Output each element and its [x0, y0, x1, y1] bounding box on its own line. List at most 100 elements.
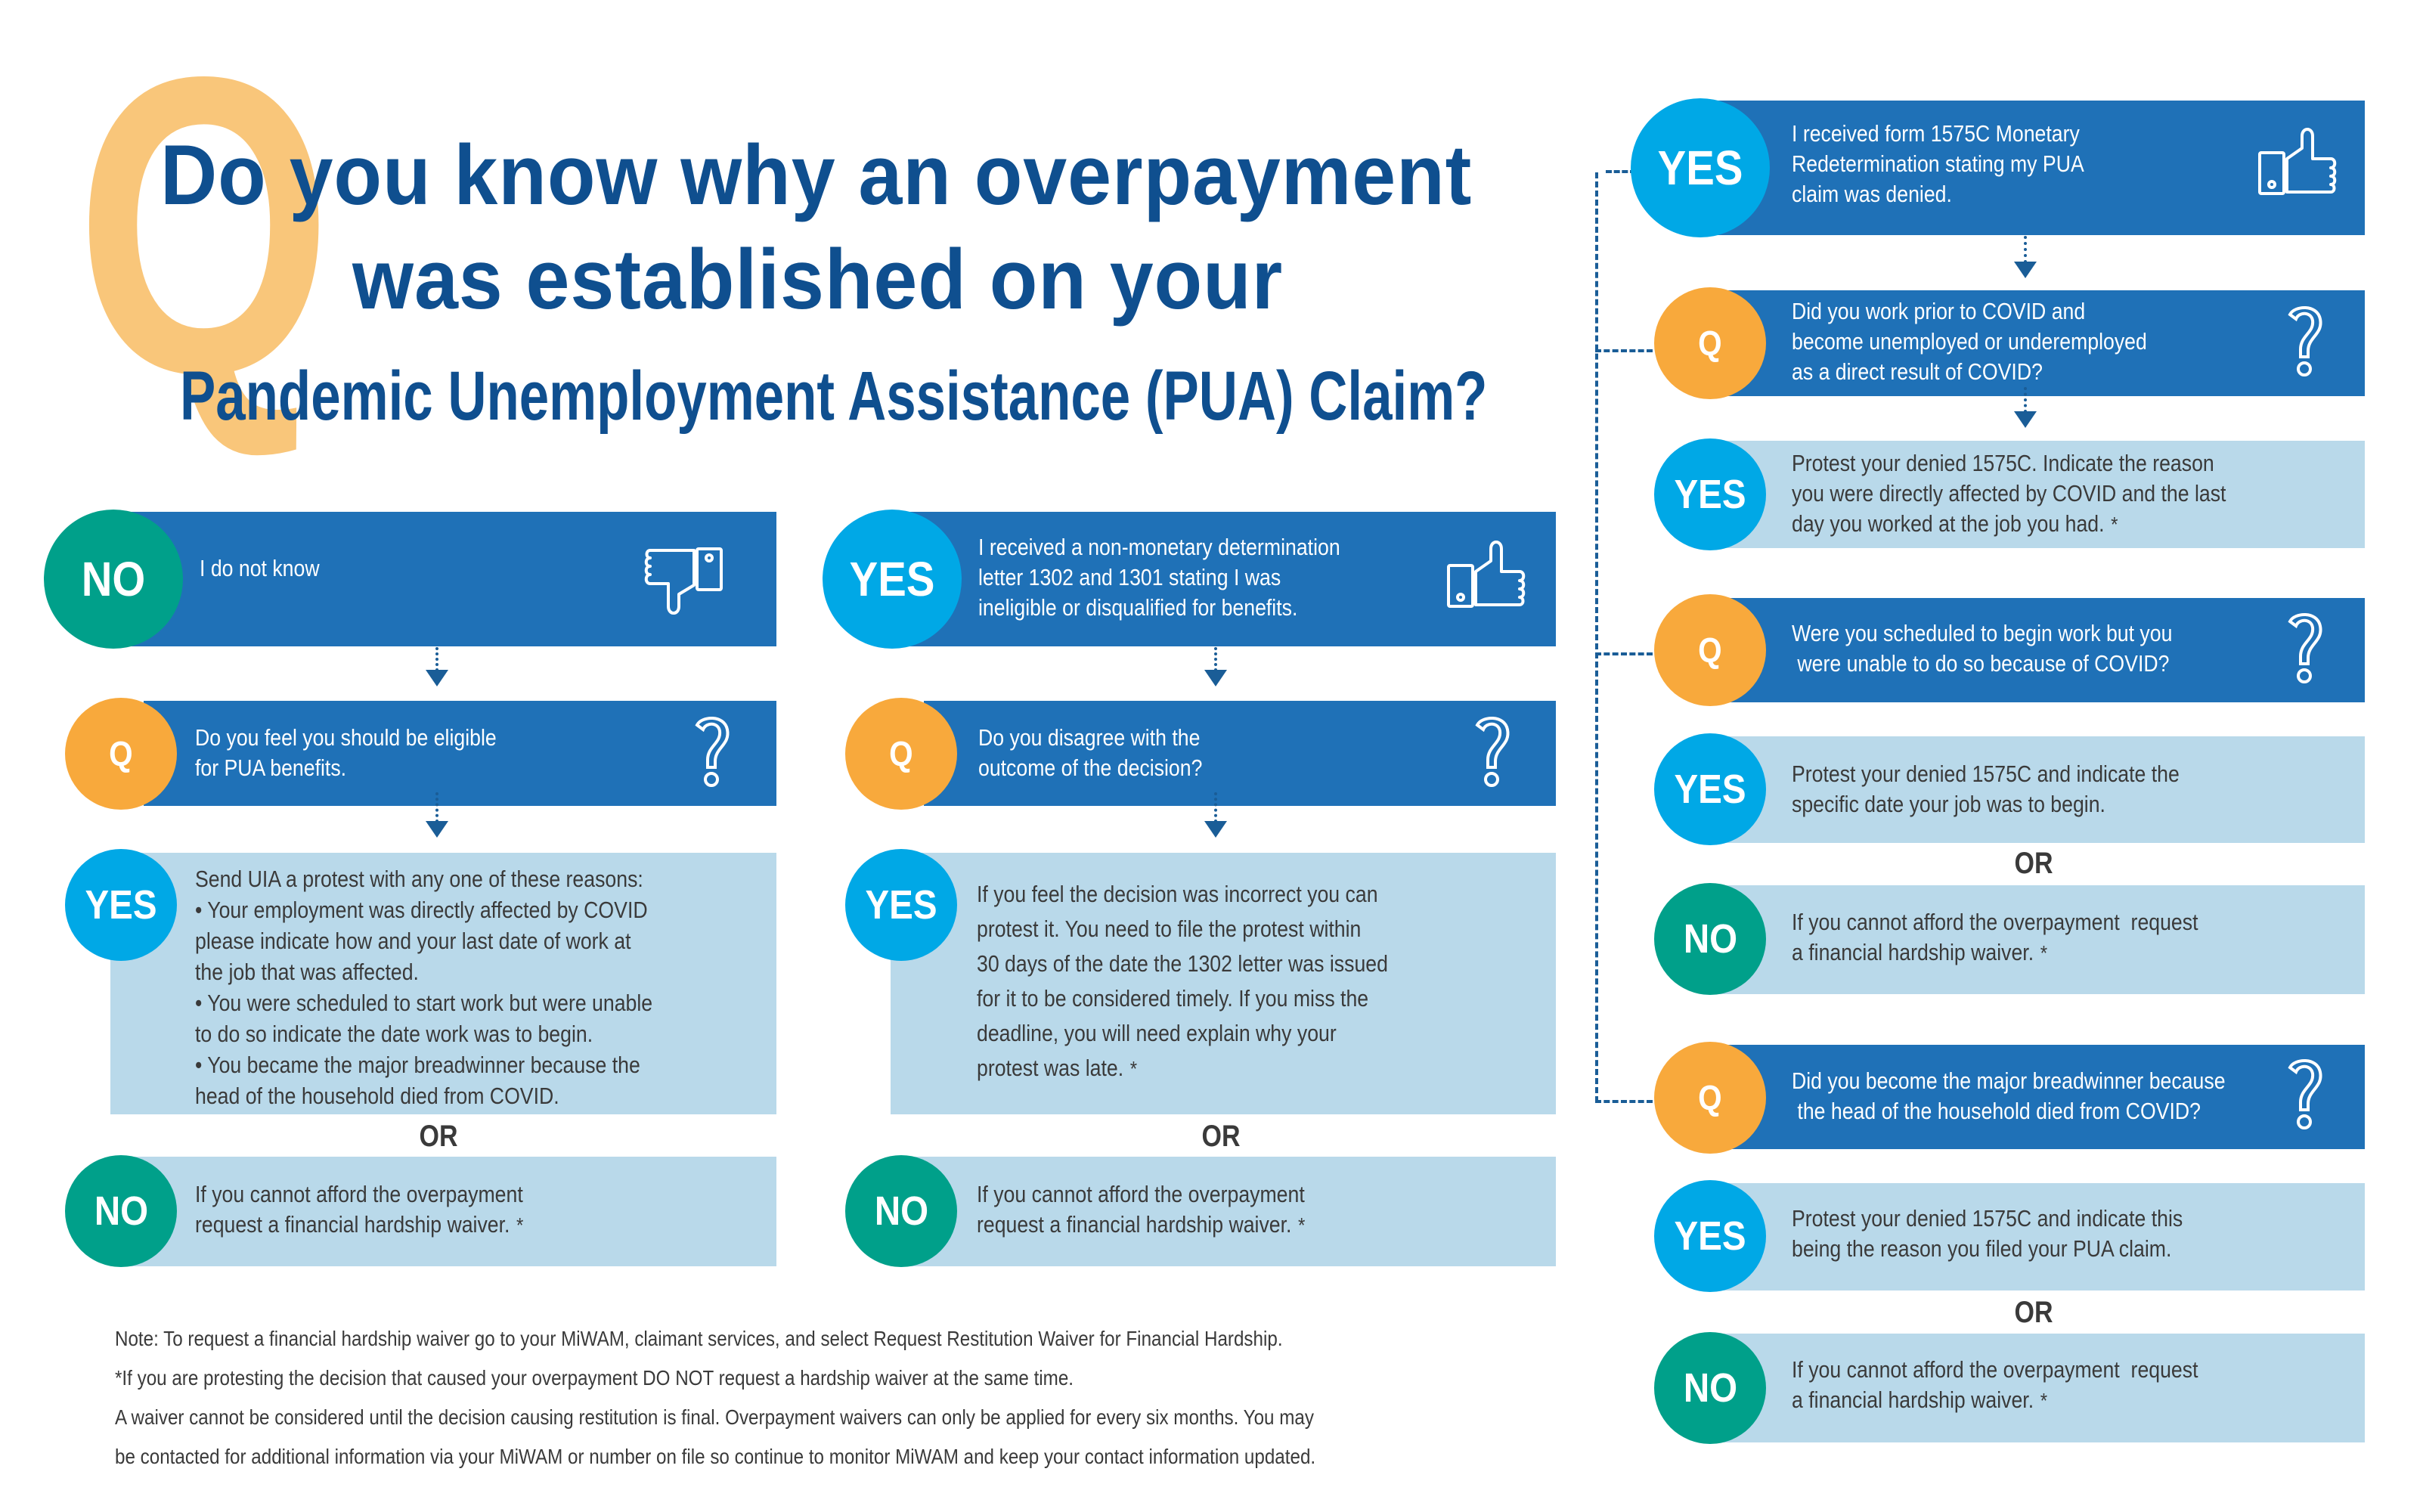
text-line: please indicate how and your last date o… — [195, 928, 631, 954]
text-line: being the reason you filed your PUA clai… — [1792, 1235, 2172, 1262]
right-yes-2-box — [1701, 736, 2365, 843]
text-line: for PUA benefits. — [195, 754, 347, 781]
yes-badge: YES — [1654, 1180, 1766, 1292]
text-line: outcome of the decision? — [978, 754, 1203, 781]
yes-badge: YES — [823, 510, 962, 649]
footnote-asterisk: *If you are protesting the decision that… — [115, 1366, 1074, 1390]
arrow-head — [426, 821, 448, 838]
text-line: I received a non-monetary determination — [978, 534, 1340, 560]
right-question-1-box — [1716, 290, 2365, 396]
asterisk-marker: * — [1298, 1213, 1306, 1237]
text-line: Did you become the major breadwinner bec… — [1792, 1067, 2226, 1094]
right-no-2-text: If you cannot afford the overpayment req… — [1792, 1355, 2198, 1416]
q-badge: Q — [845, 698, 957, 810]
right-question-1-text: Did you work prior to COVID and become u… — [1792, 296, 2147, 387]
arrow-head — [1204, 670, 1227, 686]
question-mark-icon — [2288, 1059, 2322, 1129]
arrow-stem — [1214, 647, 1217, 671]
dashed-connector-branch — [1606, 170, 1636, 173]
middle-question-text: Do you disagree with the outcome of the … — [978, 723, 1202, 783]
flow-arrow — [426, 792, 448, 844]
arrow-stem — [435, 792, 438, 823]
arrow-head — [2014, 411, 2037, 428]
page-title-line-2: was established on your — [352, 232, 1284, 327]
badge-label: Q — [1698, 324, 1722, 363]
middle-yes-box — [891, 853, 1556, 1114]
question-mark-icon — [2288, 306, 2322, 376]
question-mark-icon — [695, 717, 730, 787]
text-line: ineligible or disqualified for benefits. — [978, 594, 1298, 621]
text-line: Protest your denied 1575C. Indicate the … — [1792, 450, 2214, 476]
right-yes-1-text: Protest your denied 1575C. Indicate the … — [1792, 448, 2226, 540]
middle-yes-text: If you feel the decision was incorrect y… — [977, 877, 1388, 1086]
right-no-1-box — [1701, 885, 2365, 994]
badge-label: YES — [849, 552, 935, 606]
text-line: as a direct result of COVID? — [1792, 358, 2043, 385]
or-separator: OR — [2014, 1296, 2053, 1329]
arrow-stem — [2024, 387, 2027, 413]
text-line: request a financial hardship waiver. — [195, 1211, 510, 1238]
right-top-box — [1701, 101, 2365, 235]
flow-arrow — [2014, 387, 2037, 434]
footnote-waiver-line-2: be contacted for additional information … — [115, 1445, 1316, 1468]
text-line: a financial hardship waiver. — [1792, 1387, 2034, 1413]
no-badge: NO — [65, 1155, 177, 1267]
right-yes-3-text: Protest your denied 1575C and indicate t… — [1792, 1204, 2183, 1264]
yes-badge: YES — [845, 849, 957, 961]
middle-top-box — [892, 512, 1556, 646]
text-line: Did you work prior to COVID and — [1792, 298, 2086, 324]
badge-label: NO — [1683, 916, 1737, 962]
right-yes-3-box — [1701, 1183, 2365, 1290]
yes-badge: YES — [1631, 98, 1770, 237]
right-no-1-text: If you cannot afford the overpayment req… — [1792, 907, 2198, 968]
q-badge: Q — [65, 698, 177, 810]
text-line: become unemployed or underemployed — [1792, 328, 2147, 355]
or-separator: OR — [2014, 847, 2053, 880]
middle-question-box — [924, 701, 1556, 806]
footnote-waiver-line-1: A waiver cannot be considered until the … — [115, 1405, 1314, 1429]
flow-arrow — [426, 647, 448, 691]
text-line: the job that was affected. — [195, 959, 419, 985]
text-line: to do so indicate the date work was to b… — [195, 1021, 593, 1047]
dashed-connector-vertical — [1595, 172, 1598, 1102]
or-separator: OR — [419, 1120, 458, 1153]
middle-no-box — [891, 1157, 1556, 1266]
flow-arrow — [1204, 792, 1227, 844]
badge-label: YES — [1674, 1213, 1746, 1259]
asterisk-marker: * — [2040, 941, 2048, 965]
q-badge: Q — [1654, 594, 1766, 706]
flow-arrow — [2014, 236, 2037, 284]
text-line: request a financial hardship waiver. — [977, 1211, 1292, 1238]
left-no-box — [110, 1157, 776, 1266]
arrow-head — [426, 670, 448, 686]
text-line: Protest your denied 1575C and indicate t… — [1792, 761, 2180, 787]
text-line: letter 1302 and 1301 stating I was — [978, 564, 1281, 590]
asterisk-marker: * — [516, 1213, 524, 1237]
footnote-note: Note: To request a financial hardship wa… — [115, 1327, 1283, 1350]
thumbs-up-icon — [1447, 541, 1526, 608]
text-line: deadline, you will need explain why your — [977, 1020, 1337, 1046]
middle-top-text: I received a non-monetary determination … — [978, 532, 1340, 623]
no-badge: NO — [1654, 883, 1766, 995]
flow-arrow — [1204, 647, 1227, 691]
page-subtitle: Pandemic Unemployment Assistance (PUA) C… — [180, 358, 1488, 435]
right-yes-1-box — [1701, 441, 2365, 548]
no-badge: NO — [1654, 1332, 1766, 1444]
dashed-connector-branch — [1595, 349, 1653, 352]
thumbs-down-icon — [644, 547, 723, 615]
text-line: • You became the major breadwinner becau… — [195, 1052, 640, 1078]
arrow-stem — [1214, 792, 1217, 823]
text-line: protest it. You need to file the protest… — [977, 916, 1362, 942]
dashed-connector-branch — [1595, 652, 1653, 655]
badge-label: NO — [94, 1188, 148, 1234]
badge-label: YES — [865, 882, 937, 928]
asterisk-marker: * — [1129, 1057, 1138, 1080]
right-question-2-text: Were you scheduled to begin work but you… — [1792, 618, 2172, 679]
text-line: • You were scheduled to start work but w… — [195, 990, 653, 1016]
badge-label: YES — [85, 882, 157, 928]
text-line: I received form 1575C Monetary — [1792, 120, 2080, 147]
q-badge: Q — [1654, 1042, 1766, 1154]
left-yes-text: Send UIA a protest with any one of these… — [195, 863, 652, 1111]
text-line: day you worked at the job you had. — [1792, 510, 2105, 537]
thumbs-up-icon — [2258, 128, 2337, 195]
